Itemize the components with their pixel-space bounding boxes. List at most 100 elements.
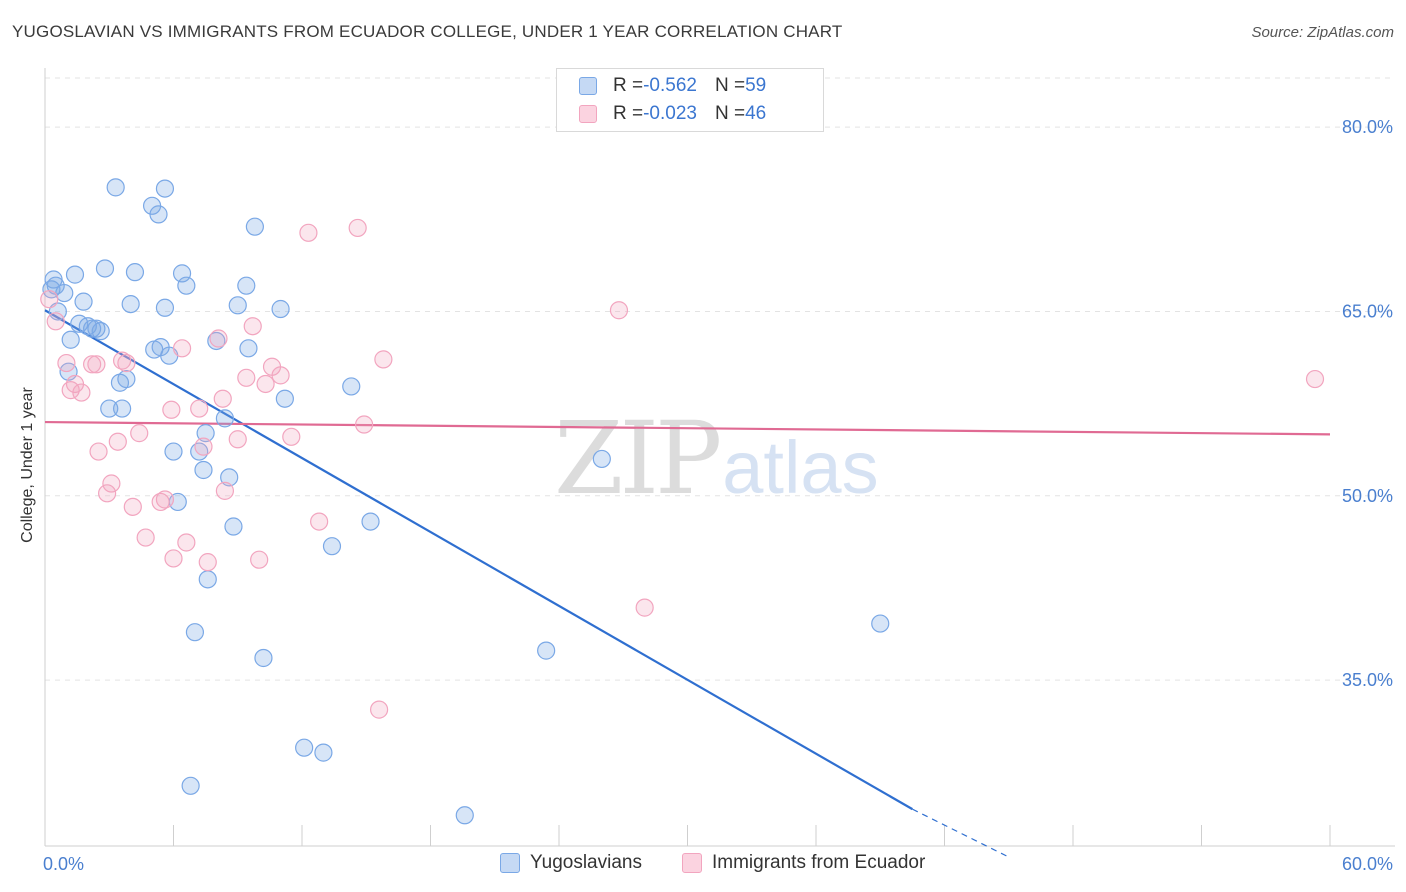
point-ecuador <box>213 389 232 408</box>
point-yugoslavian <box>61 330 80 349</box>
point-yugoslavian <box>228 296 247 315</box>
point-ecuador <box>271 366 290 385</box>
watermark-zip: ZIP <box>554 400 722 517</box>
watermark-atlas: atlas <box>722 426 879 509</box>
point-yugoslavian <box>322 537 342 556</box>
series-name-ecuador: Immigrants from Ecuador <box>712 852 926 873</box>
point-ecuador <box>155 490 175 509</box>
point-yugoslavian <box>74 292 93 311</box>
point-ecuador <box>98 484 117 503</box>
series-name-yugoslavians: Yugoslavians <box>530 852 642 873</box>
point-ecuador <box>87 355 106 374</box>
point-ecuador <box>374 350 393 369</box>
y-tick-label: 50.0% <box>1342 486 1393 506</box>
point-yugoslavian <box>254 648 273 668</box>
point-yugoslavian <box>112 399 132 418</box>
y-tick-label: 35.0% <box>1342 670 1393 690</box>
point-yugoslavian <box>164 442 183 461</box>
point-yugoslavian <box>455 806 474 825</box>
watermark: ZIPatlas <box>554 400 879 517</box>
point-ecuador <box>164 549 183 568</box>
data-points <box>40 178 1325 825</box>
point-yugoslavian <box>121 294 140 314</box>
point-yugoslavian <box>224 517 243 536</box>
point-ecuador <box>1305 369 1325 389</box>
x-tick-label: 60.0% <box>1342 854 1393 874</box>
point-yugoslavian <box>100 399 119 418</box>
point-yugoslavian <box>149 205 168 224</box>
legend-n-value: 46 <box>745 103 767 124</box>
legend-n-label: N = <box>714 103 746 124</box>
legend-row-yugoslavians: R = -0.562 N = 59 <box>579 74 766 98</box>
point-yugoslavian <box>198 570 217 589</box>
point-yugoslavian <box>181 776 200 795</box>
point-ecuador <box>228 430 247 449</box>
point-ecuador <box>177 533 196 552</box>
point-ecuador <box>83 355 102 374</box>
point-yugoslavian <box>155 298 175 317</box>
legend-r-label: R = <box>613 103 644 124</box>
legend-r-value: -0.023 <box>643 103 697 124</box>
chart-title: YUGOSLAVIAN VS IMMIGRANTS FROM ECUADOR C… <box>12 22 843 41</box>
point-yugoslavian <box>215 409 234 428</box>
point-yugoslavian <box>220 468 239 487</box>
point-yugoslavian <box>106 178 125 197</box>
point-yugoslavian <box>65 265 85 284</box>
point-yugoslavian <box>194 460 213 480</box>
series-legend: Yugoslavians Immigrants from Ecuador <box>0 852 1406 878</box>
point-yugoslavian <box>125 263 145 282</box>
point-yugoslavian <box>177 276 196 295</box>
point-ecuador <box>243 317 262 336</box>
point-ecuador <box>46 312 65 331</box>
point-ecuador <box>57 353 76 373</box>
y-tick-label: 80.0% <box>1342 117 1393 137</box>
point-ecuador <box>198 553 217 572</box>
point-ecuador <box>162 400 181 419</box>
point-yugoslavian <box>871 614 890 633</box>
point-ecuador <box>209 329 228 348</box>
series-legend-ecuador: Immigrants from Ecuador <box>682 852 925 874</box>
legend-n-label: N = <box>714 75 746 96</box>
legend-swatch-ecuador <box>579 105 597 123</box>
point-yugoslavian <box>342 377 361 396</box>
point-ecuador <box>282 427 301 446</box>
legend-r-value: -0.562 <box>643 75 697 96</box>
point-ecuador <box>355 415 374 434</box>
point-yugoslavian <box>314 743 333 762</box>
point-ecuador <box>299 223 318 242</box>
point-ecuador <box>194 437 213 456</box>
point-ecuador <box>310 512 329 531</box>
point-yugoslavian <box>117 369 136 389</box>
tick-labels: 35.0% 50.0% 65.0% 80.0% 0.0% 60.0% <box>43 117 1393 874</box>
point-ecuador <box>348 218 367 238</box>
point-ecuador <box>102 474 121 493</box>
legend-r-label: R = <box>613 75 644 96</box>
point-yugoslavian <box>196 424 215 443</box>
point-yugoslavian <box>239 339 258 358</box>
point-ecuador <box>237 368 256 387</box>
point-ecuador <box>172 339 192 358</box>
point-yugoslavian <box>592 449 611 469</box>
point-yugoslavian <box>185 623 205 642</box>
point-ecuador <box>215 481 234 500</box>
point-ecuador <box>250 550 269 569</box>
series-legend-yugoslavians: Yugoslavians <box>500 852 642 874</box>
point-yugoslavian <box>245 217 264 236</box>
point-ecuador <box>190 399 209 418</box>
point-ecuador <box>256 374 275 394</box>
point-yugoslavian <box>237 276 256 295</box>
point-yugoslavian <box>95 259 115 278</box>
point-ecuador <box>370 700 389 719</box>
axes <box>44 68 1395 847</box>
point-yugoslavian <box>91 322 110 341</box>
x-tick-label: 0.0% <box>43 854 84 874</box>
legend-row-ecuador: R = -0.023 N = 46 <box>579 102 766 126</box>
point-ecuador <box>40 290 59 309</box>
point-ecuador <box>609 301 629 320</box>
point-yugoslavian <box>361 512 380 531</box>
series-swatch-yugoslavians <box>500 853 520 873</box>
point-yugoslavian <box>295 738 314 757</box>
legend: R = -0.562 N = 59 R = -0.023 N = 46 <box>556 68 824 132</box>
point-yugoslavian <box>271 299 290 319</box>
